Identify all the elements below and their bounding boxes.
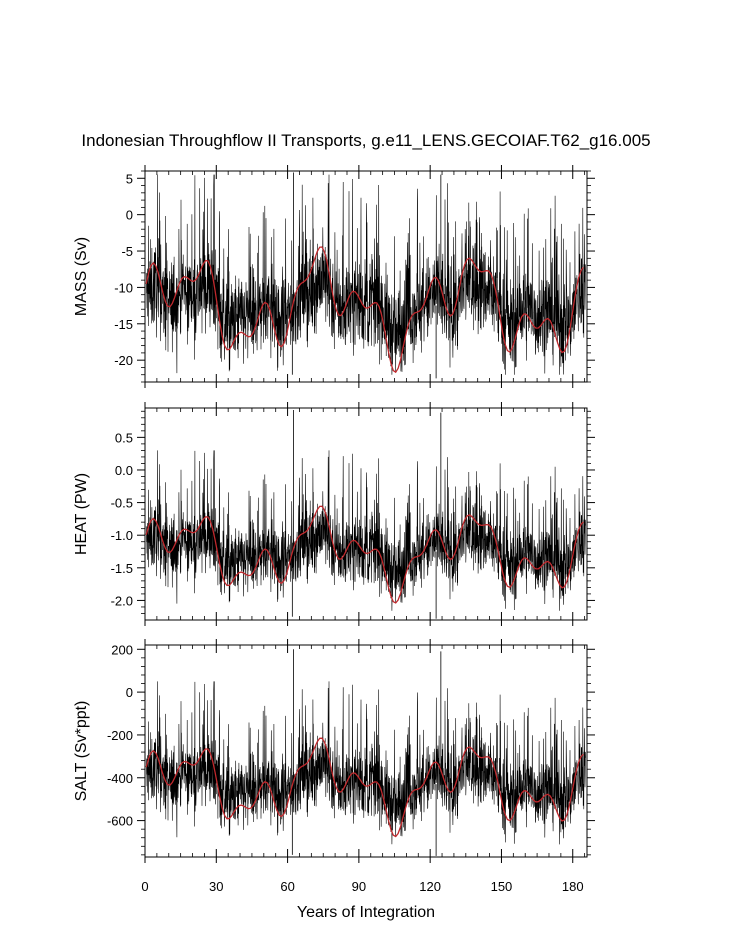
heat-ytick-label: -0.5 xyxy=(111,496,133,511)
salt-ytick-label: 200 xyxy=(111,642,133,657)
xtick-label: 30 xyxy=(209,879,223,894)
heat-ytick-label: -1.0 xyxy=(111,528,133,543)
monthly-series-line xyxy=(145,174,586,375)
heat-monthly-series xyxy=(145,409,586,619)
mass-annual-series xyxy=(145,246,584,374)
mass-ytick-label: 0 xyxy=(126,208,133,223)
mass-ytick-label: 5 xyxy=(126,171,133,186)
mass-ytick-label: -15 xyxy=(114,317,133,332)
heat-annual-series xyxy=(145,505,584,604)
xtick-label: 150 xyxy=(491,879,513,894)
monthly-series-line xyxy=(145,450,586,611)
x-axis-label: Years of Integration xyxy=(297,904,435,921)
salt-monthly-series xyxy=(145,649,586,856)
salt-ytick-label: -400 xyxy=(107,771,133,786)
mass-y-tick-labels: 5 0 -5 -10 -15 -20 xyxy=(114,171,133,368)
heat-plot-frame xyxy=(144,407,588,621)
panel-heat: 0.5 0.0 -0.5 -1.0 -1.5 -2.0 HEAT (PW) xyxy=(73,402,595,626)
panel-mass: 5 0 -5 -10 -15 -20 MASS (Sv) xyxy=(73,165,595,388)
mass-ytick-label: -5 xyxy=(121,244,133,259)
salt-ytick-label: -600 xyxy=(107,814,133,829)
mass-plot-frame xyxy=(144,170,588,383)
heat-ytick-label: -1.5 xyxy=(111,561,133,576)
heat-ytick-label: 0.0 xyxy=(115,463,133,478)
salt-y-axis-label: SALT (Sv*ppt) xyxy=(73,701,90,802)
heat-y-tick-labels: 0.5 0.0 -0.5 -1.0 -1.5 -2.0 xyxy=(111,430,133,608)
salt-annual-series xyxy=(145,737,584,838)
heat-tick-marks xyxy=(137,402,595,626)
heat-ytick-label: -2.0 xyxy=(111,593,133,608)
annual-series-line xyxy=(145,246,584,374)
chart-title: Indonesian Throughflow II Transports, g.… xyxy=(81,131,650,150)
mass-ytick-label: -20 xyxy=(114,353,133,368)
xtick-label: 120 xyxy=(419,879,441,894)
xtick-label: 180 xyxy=(562,879,584,894)
xtick-label: 90 xyxy=(352,879,366,894)
panel-salt: 200 0 -200 -400 -600 SALT (Sv*ppt) xyxy=(73,639,595,863)
mass-tick-marks xyxy=(137,165,595,388)
salt-ytick-label: -200 xyxy=(107,728,133,743)
annual-series-line xyxy=(145,737,584,838)
heat-ytick-label: 0.5 xyxy=(115,430,133,445)
x-tick-labels: 0 30 60 90 120 150 180 xyxy=(141,879,583,894)
salt-tick-marks xyxy=(137,639,595,863)
mass-ytick-label: -10 xyxy=(114,280,133,295)
annual-series-line xyxy=(145,505,584,604)
mass-y-axis-label: MASS (Sv) xyxy=(73,237,90,316)
mass-monthly-series xyxy=(145,172,586,379)
monthly-series-line xyxy=(145,681,586,845)
xtick-label: 60 xyxy=(280,879,294,894)
salt-ytick-label: 0 xyxy=(126,685,133,700)
xtick-label: 0 xyxy=(141,879,148,894)
heat-y-axis-label: HEAT (PW) xyxy=(73,473,90,555)
salt-plot-frame xyxy=(144,644,588,858)
salt-y-tick-labels: 200 0 -200 -400 -600 xyxy=(107,642,133,828)
